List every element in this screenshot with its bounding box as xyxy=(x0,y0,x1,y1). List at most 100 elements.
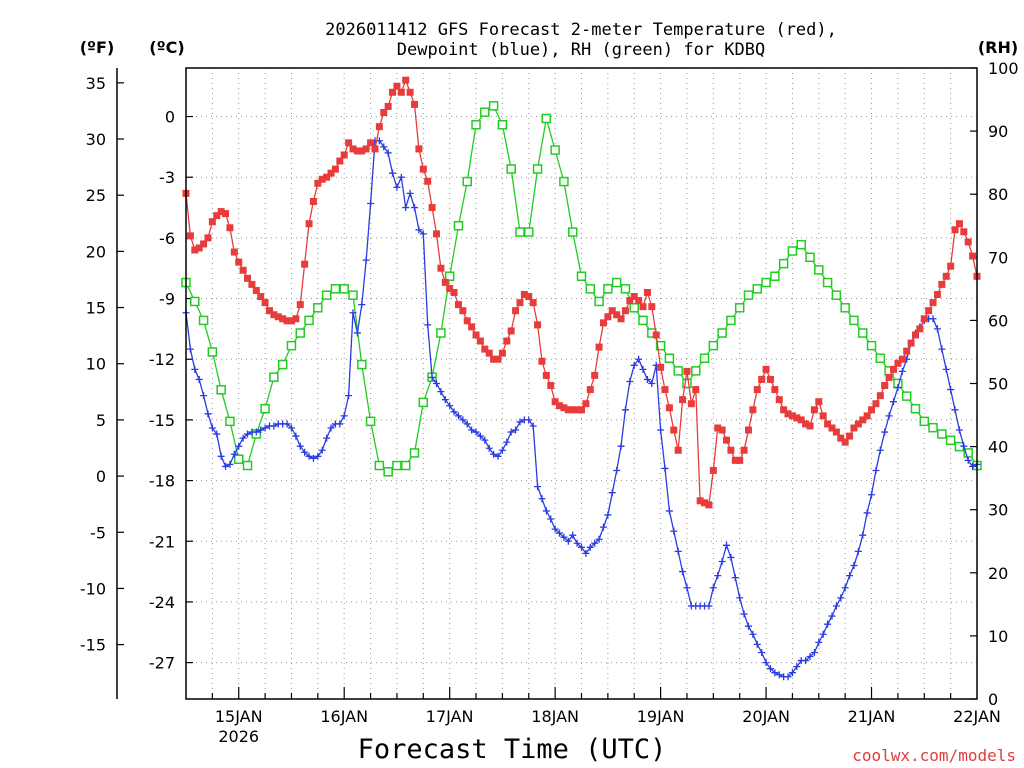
dewpoint-point xyxy=(186,345,194,353)
temperature-point xyxy=(683,367,691,375)
temperature-point xyxy=(806,422,814,430)
dewpoint-point xyxy=(529,422,537,430)
temperature-point xyxy=(815,398,823,406)
temperature-point xyxy=(468,323,476,331)
dewpoint-point xyxy=(793,663,801,671)
temperature-point xyxy=(411,100,419,108)
temperature-point xyxy=(850,424,858,432)
dewpoint-point xyxy=(643,375,651,383)
rh-point xyxy=(488,101,499,111)
temperature-point xyxy=(432,230,440,238)
rh-point xyxy=(734,303,745,313)
dewpoint-point xyxy=(538,495,546,503)
fahrenheit-tick-label: 35 xyxy=(86,74,106,93)
temperature-point xyxy=(749,406,757,414)
rh-point xyxy=(840,303,850,313)
rh-point xyxy=(664,353,675,364)
dewpoint-point xyxy=(846,572,854,580)
rh-point xyxy=(901,391,912,401)
temperature-point xyxy=(362,145,370,153)
dewpoint-point xyxy=(591,539,599,547)
dewpoint-point xyxy=(824,620,832,628)
dewpoint-point xyxy=(740,610,748,618)
temperature-point xyxy=(670,426,678,434)
dewpoint-point xyxy=(217,452,225,460)
dewpoint-point xyxy=(639,365,647,373)
rh-unit-label: (RH) xyxy=(978,38,1018,57)
dewpoint-point xyxy=(626,377,634,385)
temperature-point xyxy=(327,169,335,177)
dewpoint-point xyxy=(402,204,410,212)
temperature-point xyxy=(305,220,313,228)
temperature-point xyxy=(186,232,194,240)
dewpoint-point xyxy=(815,638,823,646)
temperature-point xyxy=(969,252,977,260)
fahrenheit-tick-label: 30 xyxy=(86,130,106,149)
temperature-point xyxy=(854,420,862,428)
rh-point xyxy=(444,271,455,281)
temperature-point xyxy=(446,284,454,292)
temperature-point xyxy=(784,410,792,418)
rh-point xyxy=(814,265,824,275)
dewpoint-point xyxy=(305,452,313,460)
temperature-point xyxy=(762,365,770,373)
celsius-axis: 0 -3 -6 -9 -12 -15 -18 -21 -24 -27 xyxy=(149,108,193,673)
dewpoint-point xyxy=(301,448,309,456)
temperature-point xyxy=(217,208,225,216)
dewpoint-point xyxy=(208,424,216,432)
temperature-point xyxy=(331,165,339,173)
rh-point xyxy=(770,271,780,281)
rh-tick-label: 10 xyxy=(988,627,1008,646)
dewpoint-point xyxy=(635,355,643,363)
temperature-point xyxy=(788,412,796,420)
temperature-point xyxy=(283,317,291,325)
credit-text: coolwx.com/models xyxy=(852,746,1016,765)
rh-point xyxy=(506,164,516,174)
dewpoint-point xyxy=(621,406,629,414)
temperature-point xyxy=(810,406,818,414)
rh-point xyxy=(585,284,596,294)
temperature-point xyxy=(226,224,234,232)
temperature-point xyxy=(586,386,594,394)
temperature-point xyxy=(679,396,687,404)
dewpoint-point xyxy=(881,428,889,436)
time-tick-label: 15JAN xyxy=(215,707,263,726)
temperature-point xyxy=(894,359,902,367)
rh-point xyxy=(225,416,235,427)
rh-point xyxy=(321,290,332,300)
dewpoint-point xyxy=(573,539,581,547)
temperature-point xyxy=(621,307,629,315)
dewpoint-point xyxy=(327,424,335,432)
temperature-point xyxy=(947,262,955,270)
dewpoint-point xyxy=(753,640,761,648)
time-tick-label: 17JAN xyxy=(426,707,474,726)
dewpoint-point xyxy=(283,420,291,428)
dewpoint-point xyxy=(292,432,300,440)
temperature-point xyxy=(494,355,502,363)
temperature-point xyxy=(920,315,928,323)
time-tick-label: 20JAN xyxy=(742,707,790,726)
temperature-point xyxy=(793,414,801,422)
rh-tick-label: 60 xyxy=(988,311,1008,330)
temperature-point xyxy=(885,373,893,381)
dewpoint-point xyxy=(336,420,344,428)
fahrenheit-tick-label: 10 xyxy=(86,355,106,374)
temperature-point xyxy=(771,386,779,394)
dewpoint-point xyxy=(534,483,542,491)
dewpoint-point xyxy=(498,446,506,454)
dewpoint-point xyxy=(213,430,221,438)
dewpoint-point xyxy=(595,535,603,543)
dewpoint-point xyxy=(472,428,480,436)
fahrenheit-unit-label: (ºF) xyxy=(80,38,115,57)
temperature-point xyxy=(336,157,344,165)
dewpoint-point xyxy=(406,189,414,197)
dewpoint-point xyxy=(665,507,673,515)
temperature-point xyxy=(643,288,651,296)
dewpoint-point xyxy=(512,426,520,434)
dewpoint-point xyxy=(868,491,876,499)
temperature-point xyxy=(780,406,788,414)
dewpoint-point xyxy=(586,543,594,551)
temperature-point xyxy=(323,173,331,181)
rh-point xyxy=(216,385,226,395)
